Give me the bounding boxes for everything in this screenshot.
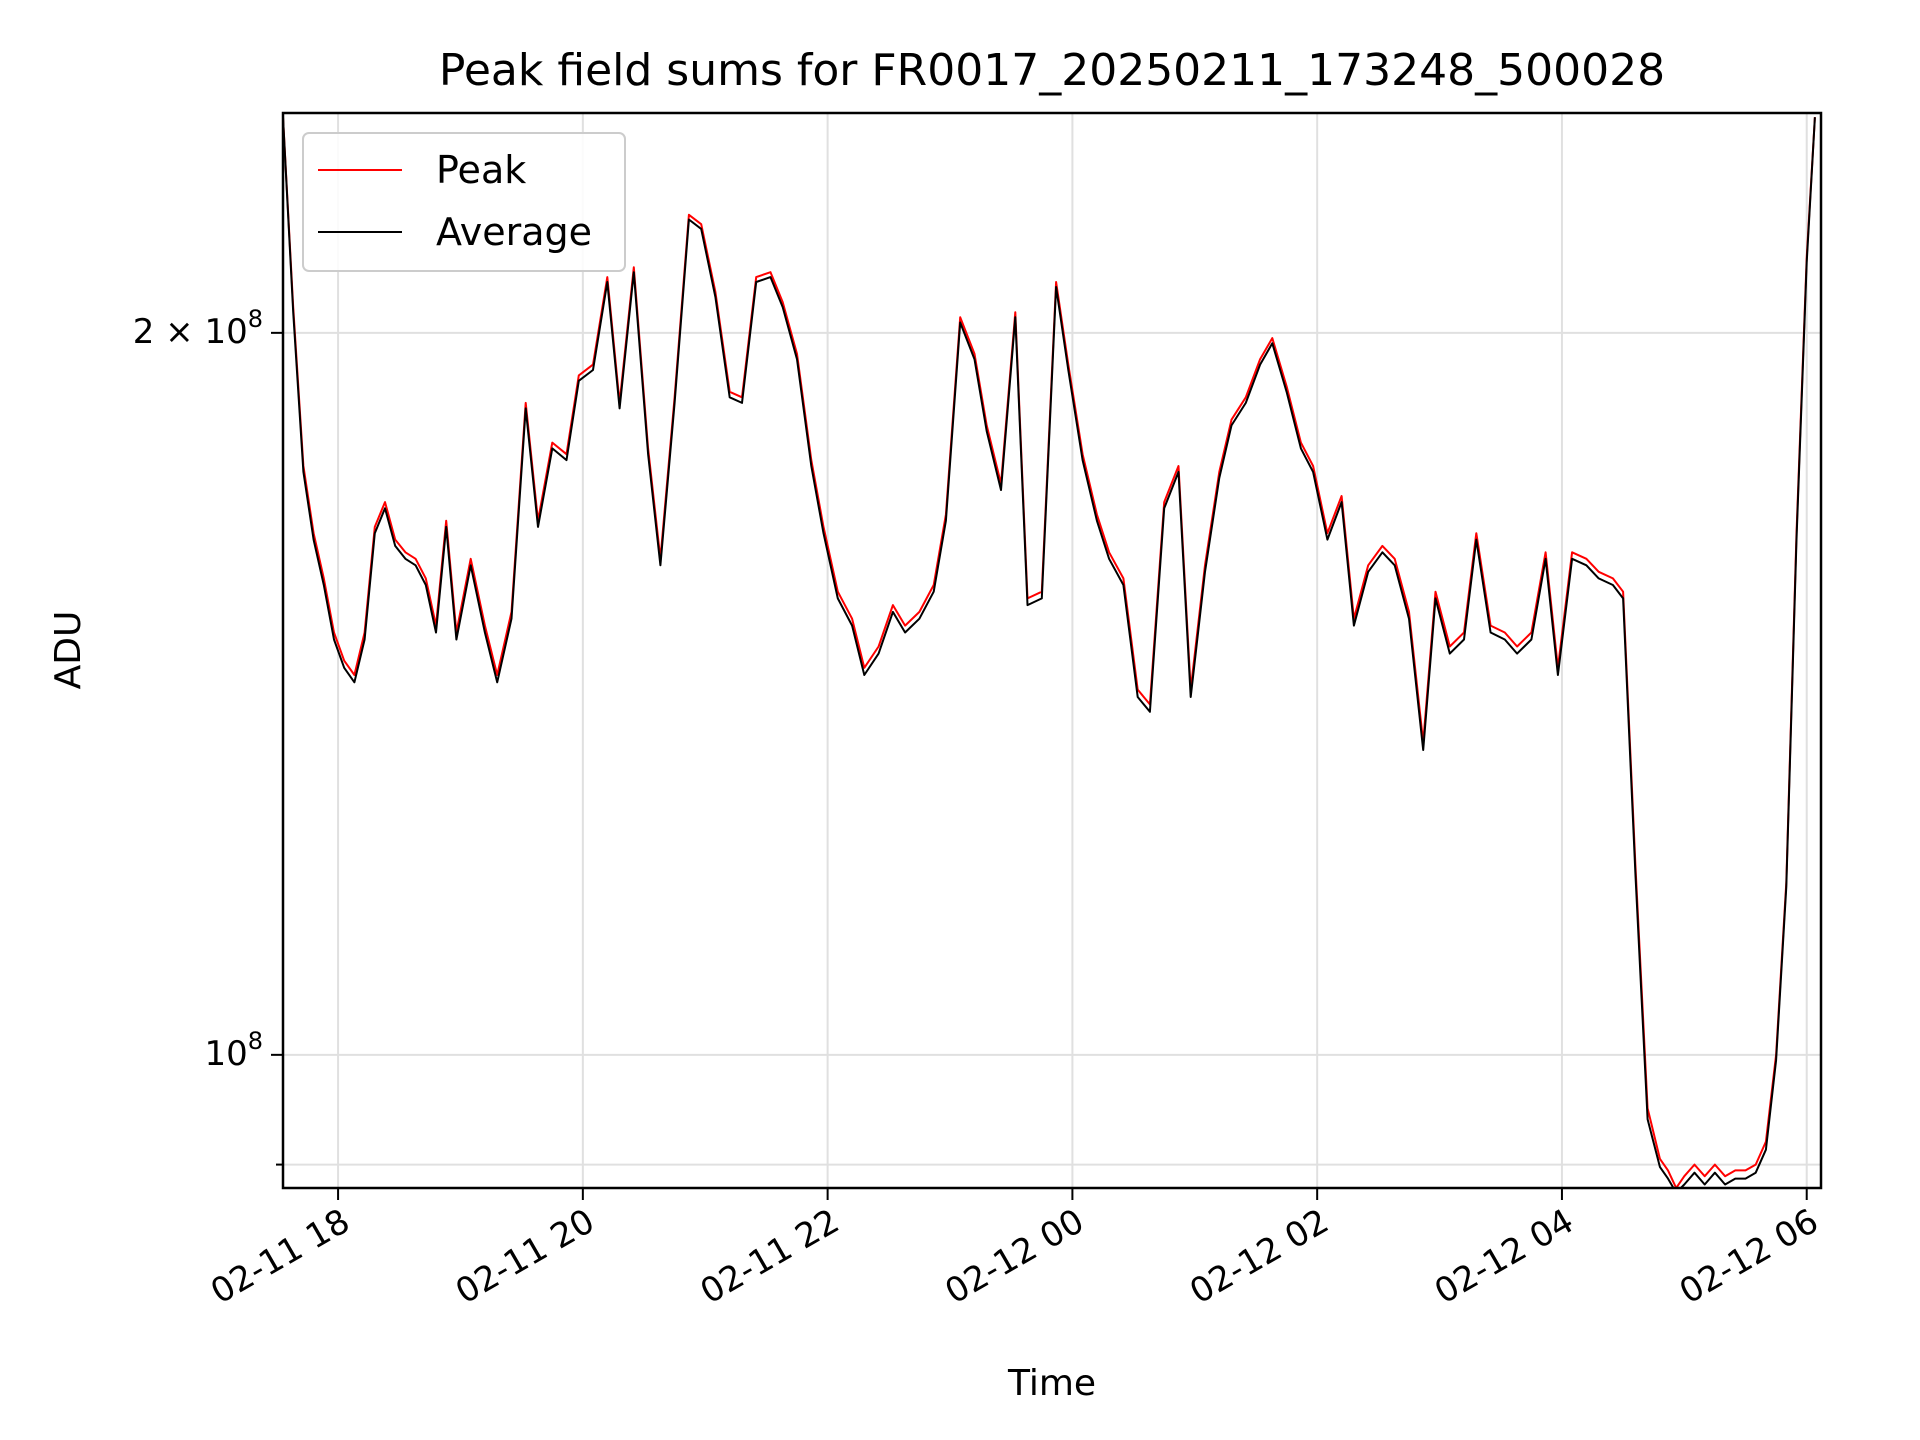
series-line-average xyxy=(283,117,1816,1188)
y-tick-label: 108 xyxy=(204,1027,263,1074)
legend: Peak Average xyxy=(302,132,626,272)
legend-label-peak: Peak xyxy=(436,148,526,192)
x-axis-label: Time xyxy=(1007,1363,1096,1404)
legend-label-average: Average xyxy=(436,210,592,254)
chart-title: Peak field sums for FR0017_20250211_1732… xyxy=(439,45,1665,96)
legend-box xyxy=(302,132,626,272)
y-tick-label: 2 × 108 xyxy=(133,305,263,352)
grid xyxy=(283,113,1821,1188)
y-axis-label: ADU xyxy=(48,611,89,690)
plot-frame xyxy=(281,111,1823,1190)
y-axis: 108 2 × 108 xyxy=(133,305,283,1166)
series-line-peak xyxy=(283,117,1816,1188)
series-layer xyxy=(283,117,1816,1188)
